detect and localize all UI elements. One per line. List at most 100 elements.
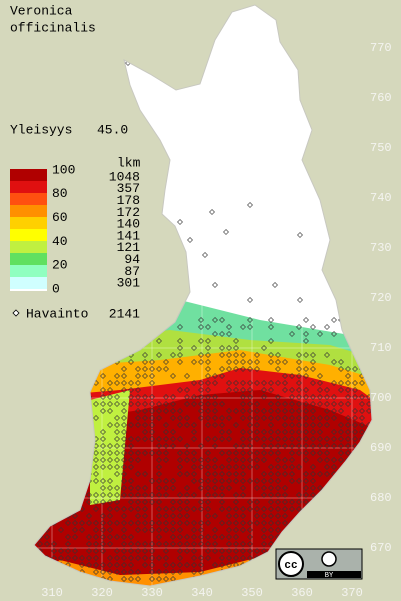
observation-marker xyxy=(184,450,190,456)
legend-count: 87 xyxy=(124,264,140,279)
observation-marker xyxy=(212,562,218,568)
observation-marker xyxy=(177,527,183,533)
observation-marker xyxy=(317,471,323,477)
observation-marker xyxy=(93,499,99,505)
observation-marker xyxy=(163,401,169,407)
observation-marker xyxy=(149,555,155,561)
legend-count: 172 xyxy=(117,205,140,220)
observation-marker xyxy=(240,478,246,484)
observation-marker xyxy=(86,513,92,519)
observation-marker xyxy=(324,415,330,421)
frequency-value: 45.0 xyxy=(97,122,128,137)
observation-marker xyxy=(303,338,309,344)
observation-marker xyxy=(184,534,190,540)
legend-unit: lkm xyxy=(117,155,141,170)
observation-marker xyxy=(149,359,155,365)
observation-marker xyxy=(345,436,351,442)
observation-marker xyxy=(247,534,253,540)
observation-marker xyxy=(93,464,99,470)
observation-marker xyxy=(142,394,148,400)
legend-swatch xyxy=(10,205,47,217)
legend-scale-label: 0 xyxy=(52,281,60,296)
observation-marker xyxy=(261,478,267,484)
observation-marker xyxy=(345,373,351,379)
observation-marker xyxy=(170,569,176,575)
observation-count: 2141 xyxy=(109,306,140,321)
observation-marker xyxy=(233,359,239,365)
observation-marker xyxy=(282,429,288,435)
observation-marker xyxy=(226,415,232,421)
observation-marker xyxy=(247,422,253,428)
observation-marker xyxy=(205,471,211,477)
observation-marker xyxy=(247,478,253,484)
observation-marker xyxy=(177,408,183,414)
observation-marker xyxy=(268,359,274,365)
observation-marker xyxy=(128,548,134,554)
observation-marker xyxy=(268,464,274,470)
observation-marker xyxy=(310,352,316,358)
observation-marker xyxy=(114,422,120,428)
observation-marker xyxy=(177,415,183,421)
observation-marker xyxy=(205,387,211,393)
observation-marker xyxy=(72,548,78,554)
observation-marker xyxy=(86,562,92,568)
observation-marker xyxy=(128,478,134,484)
observation-marker xyxy=(163,569,169,575)
observation-marker xyxy=(247,401,253,407)
observation-marker xyxy=(268,324,274,330)
observation-marker xyxy=(86,499,92,505)
observation-marker xyxy=(282,387,288,393)
observation-marker xyxy=(170,373,176,379)
observation-marker xyxy=(121,429,127,435)
observation-marker xyxy=(184,422,190,428)
observation-marker xyxy=(226,527,232,533)
observation-marker xyxy=(296,401,302,407)
observation-marker xyxy=(114,415,120,421)
observation-marker xyxy=(135,499,141,505)
badge-by-icon xyxy=(321,551,337,567)
observation-marker xyxy=(149,569,155,575)
observation-marker xyxy=(310,401,316,407)
observation-marker xyxy=(86,520,92,526)
observation-marker xyxy=(170,394,176,400)
observation-marker xyxy=(128,541,134,547)
observation-marker xyxy=(72,513,78,519)
observation-marker xyxy=(268,492,274,498)
observation-marker xyxy=(268,415,274,421)
observation-marker xyxy=(317,331,323,337)
observation-marker xyxy=(223,229,229,235)
grid-x-label: 330 xyxy=(141,586,163,600)
observation-marker xyxy=(338,443,344,449)
legend-swatch xyxy=(10,181,47,193)
observation-marker xyxy=(198,352,204,358)
observation-marker xyxy=(282,464,288,470)
observation-marker xyxy=(121,436,127,442)
observation-marker xyxy=(93,520,99,526)
observation-marker xyxy=(149,562,155,568)
observation-marker xyxy=(359,408,365,414)
observation-marker xyxy=(268,436,274,442)
observation-marker xyxy=(107,387,113,393)
observation-marker xyxy=(282,485,288,491)
observation-marker xyxy=(170,485,176,491)
observation-marker xyxy=(254,464,260,470)
observation-marker xyxy=(156,492,162,498)
observation-marker xyxy=(135,394,141,400)
legend-count: 301 xyxy=(117,276,141,291)
observation-marker xyxy=(240,506,246,512)
observation-marker xyxy=(338,422,344,428)
observation-marker xyxy=(177,520,183,526)
observation-marker xyxy=(156,576,162,582)
observation-marker xyxy=(107,464,113,470)
observation-marker xyxy=(317,457,323,463)
observation-marker xyxy=(149,492,155,498)
observation-marker xyxy=(198,499,204,505)
observation-marker xyxy=(163,429,169,435)
grid-y-label: 730 xyxy=(370,241,392,255)
observation-marker xyxy=(226,562,232,568)
observation-marker xyxy=(128,422,134,428)
observation-marker xyxy=(240,401,246,407)
observation-marker xyxy=(219,422,225,428)
observation-marker xyxy=(100,429,106,435)
observation-marker xyxy=(135,450,141,456)
